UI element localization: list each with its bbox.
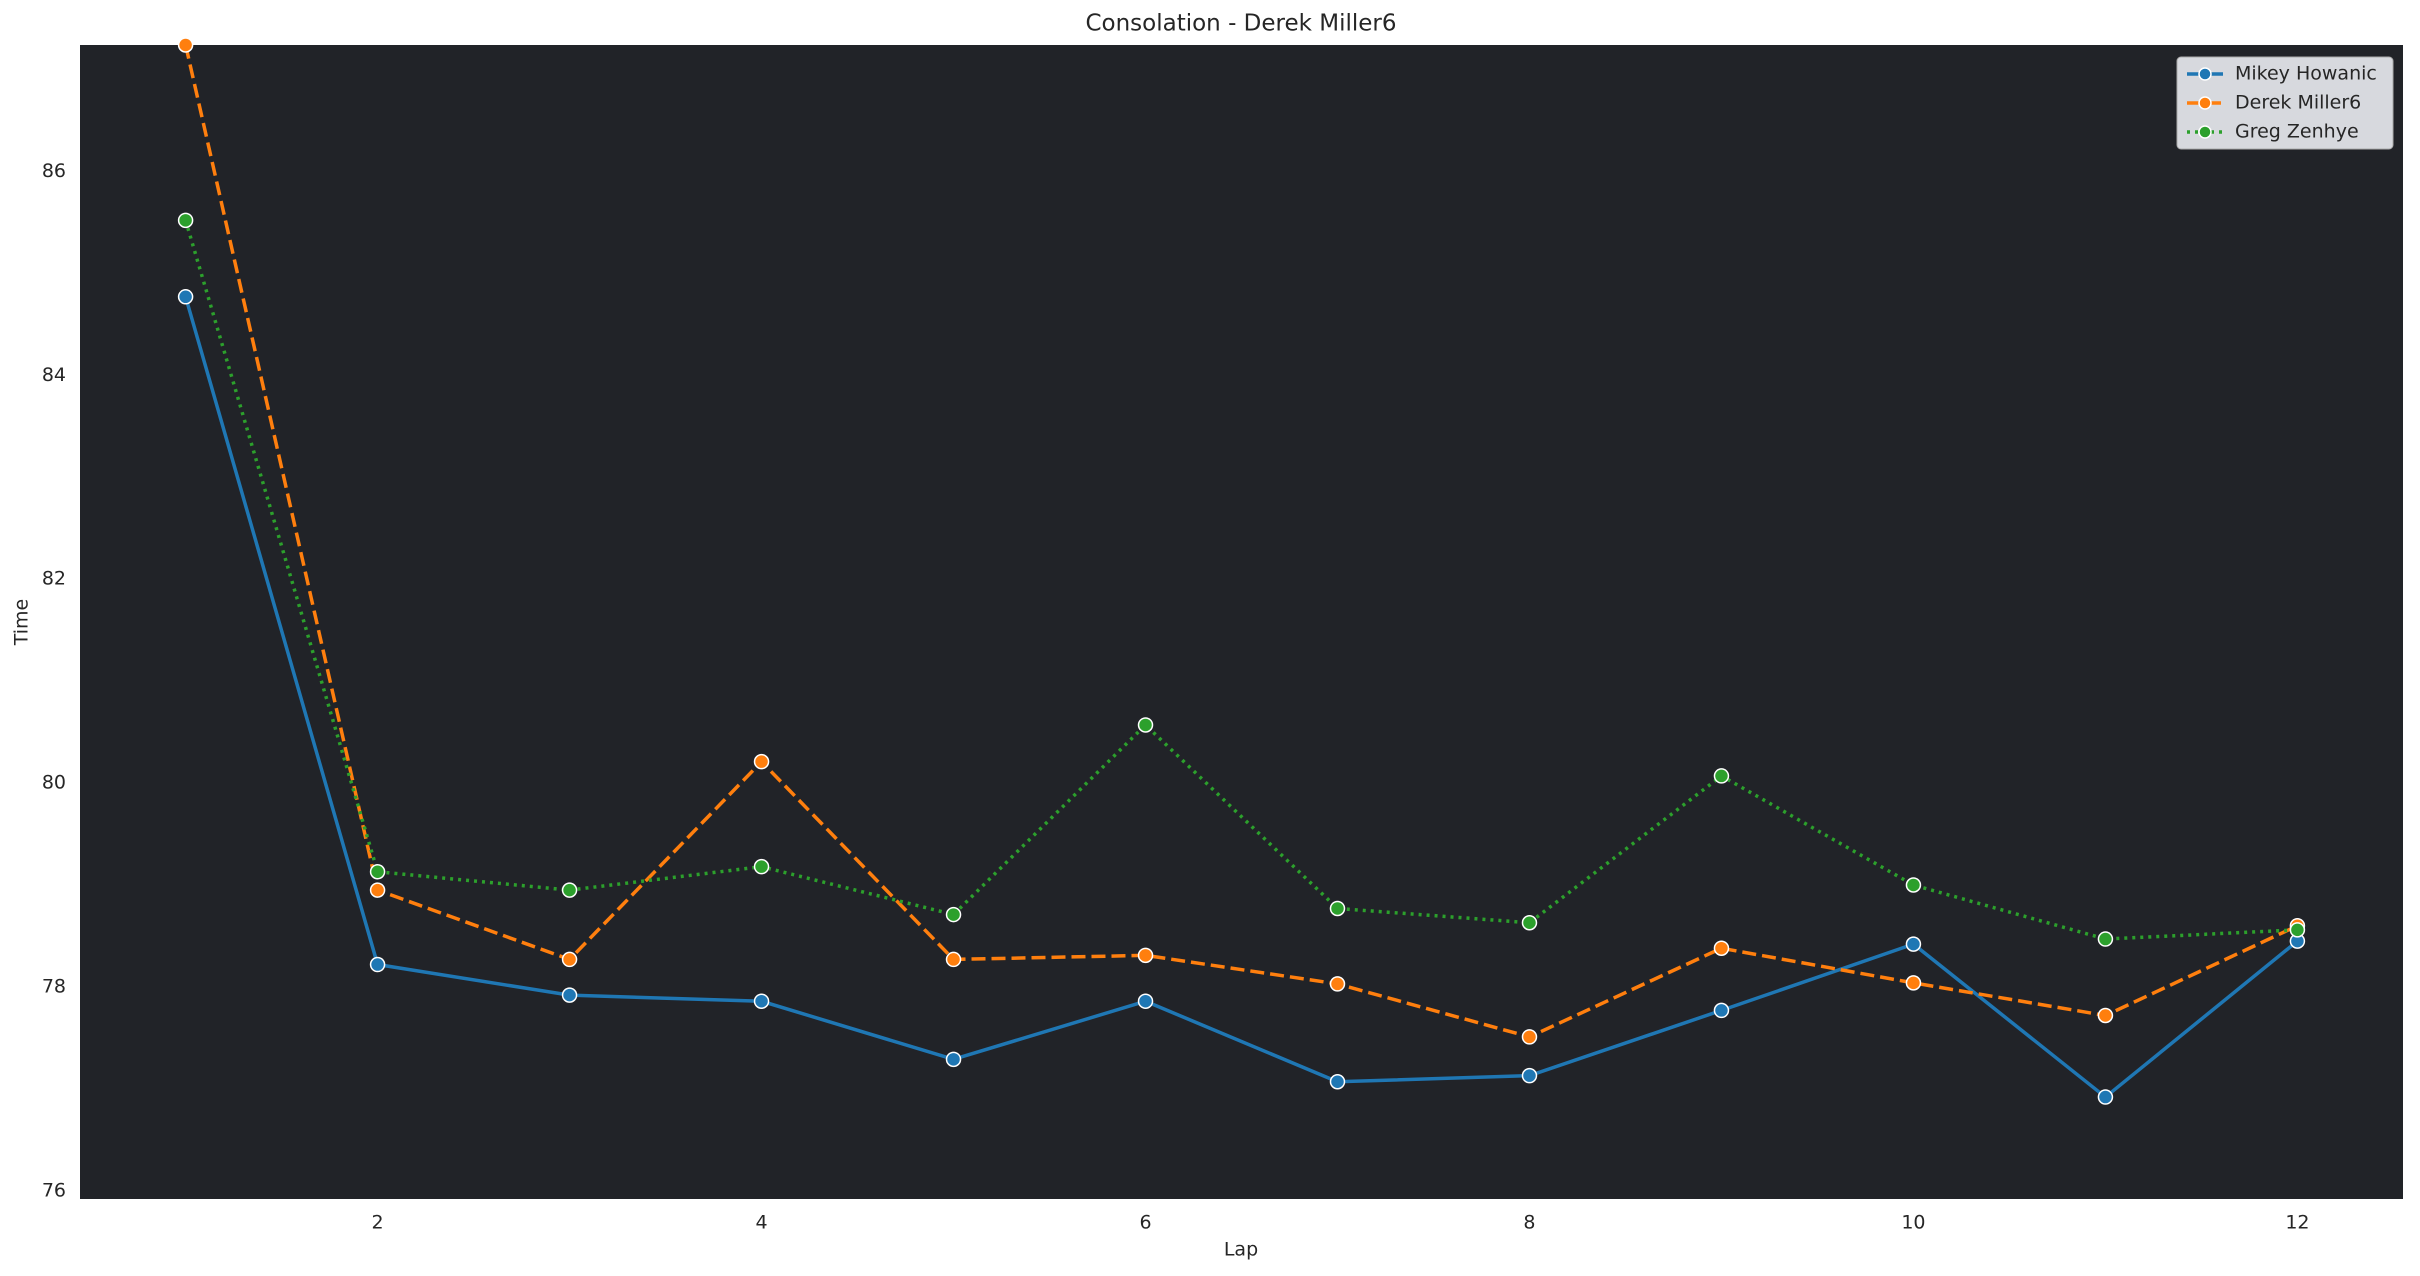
series-line [183, 219, 2298, 941]
data-point [1329, 976, 1346, 992]
data-point [2097, 931, 2114, 947]
x-tick-label: 12 [2285, 1212, 2309, 1234]
legend-marker [2198, 67, 2212, 81]
y-tick-label: 76 [42, 1179, 66, 1201]
data-point [1713, 768, 1730, 784]
plot [177, 37, 2306, 1105]
data-point [2097, 1089, 2114, 1105]
x-tick-label: 8 [1523, 1212, 1535, 1234]
plot-area [80, 45, 2403, 1199]
data-point [753, 993, 770, 1009]
series-line [183, 44, 2299, 1039]
data-point [1713, 1002, 1730, 1019]
data-point [1905, 877, 1922, 893]
data-point [369, 956, 386, 973]
data-point [1905, 936, 1922, 952]
y-tick-label: 80 [42, 772, 66, 794]
data-point [1521, 1067, 1538, 1084]
legend-marker [2198, 96, 2212, 110]
x-tick-label: 2 [372, 1212, 384, 1234]
legend-label: Derek Miller6 [2235, 92, 2361, 114]
legend-marker [2198, 125, 2212, 139]
data-point [1521, 914, 1538, 931]
data-point [561, 882, 578, 898]
x-axis-label: Lap [1224, 1239, 1258, 1261]
data-point [1713, 940, 1730, 956]
y-tick-label: 86 [42, 160, 66, 182]
data-point [945, 1051, 962, 1068]
data-point [561, 987, 578, 1003]
data-point [1521, 1029, 1538, 1045]
series-line [183, 296, 2299, 1100]
data-point [1137, 993, 1154, 1009]
x-tick-label: 10 [1901, 1212, 1925, 1234]
legend-box [2176, 56, 2394, 150]
y-tick-label: 82 [42, 568, 66, 590]
y-tick-label: 78 [42, 975, 66, 997]
data-point [177, 212, 194, 229]
data-point [1137, 947, 1154, 964]
legend-label: Mikey Howanic [2235, 63, 2377, 85]
y-tick-label: 84 [42, 364, 66, 386]
data-point [753, 753, 770, 770]
data-point [2289, 922, 2306, 938]
data-point [945, 906, 962, 923]
x-tick-label: 6 [1139, 1212, 1151, 1234]
data-point [945, 951, 962, 968]
data-point [1137, 717, 1154, 733]
data-point [177, 289, 194, 305]
data-point [1905, 975, 1922, 991]
data-point [753, 858, 770, 875]
data-point [1329, 900, 1346, 917]
data-point [2097, 1007, 2114, 1024]
data-point [369, 882, 386, 898]
data-point [369, 864, 386, 880]
chart-title: Consolation - Derek Miller6 [1085, 11, 1396, 37]
data-point [561, 951, 578, 968]
data-point [1329, 1074, 1346, 1090]
y-axis-label: Time [11, 599, 33, 647]
x-tick-label: 4 [755, 1212, 767, 1234]
data-point [177, 37, 194, 53]
legend-label: Greg Zenhye [2235, 121, 2359, 143]
